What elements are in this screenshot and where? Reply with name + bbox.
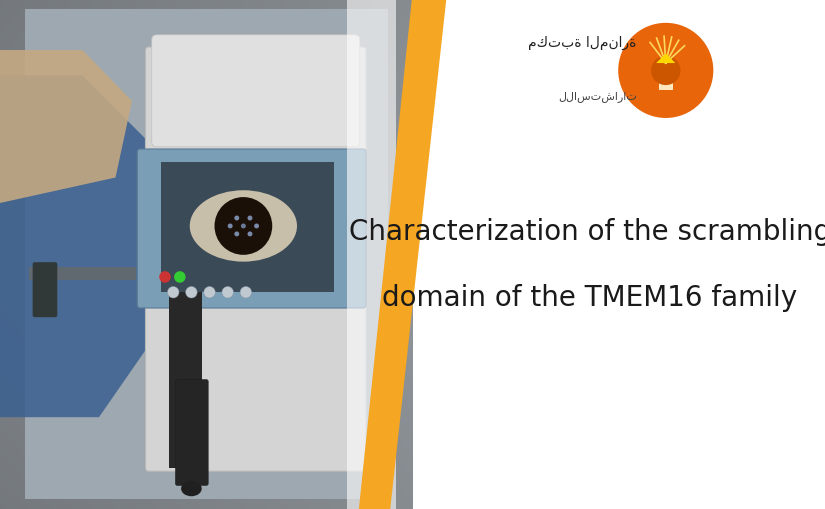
- Circle shape: [241, 224, 246, 229]
- Circle shape: [234, 232, 239, 237]
- Circle shape: [254, 224, 259, 229]
- Polygon shape: [0, 76, 148, 417]
- Text: domain of the TMEM16 family: domain of the TMEM16 family: [382, 284, 798, 312]
- Polygon shape: [656, 54, 676, 64]
- Text: Characterization of the scrambling: Characterization of the scrambling: [349, 218, 825, 245]
- Circle shape: [234, 216, 239, 221]
- Text: للاستشارات: للاستشارات: [558, 91, 637, 102]
- FancyBboxPatch shape: [33, 263, 57, 318]
- Text: مكتبة المنارة: مكتبة المنارة: [528, 36, 637, 50]
- Ellipse shape: [190, 191, 297, 262]
- Circle shape: [228, 224, 233, 229]
- FancyBboxPatch shape: [145, 48, 366, 471]
- Bar: [25, 10, 388, 499]
- Bar: [29, 267, 136, 280]
- Circle shape: [204, 287, 215, 298]
- Bar: [169, 290, 202, 468]
- FancyBboxPatch shape: [176, 380, 208, 486]
- FancyBboxPatch shape: [152, 36, 360, 148]
- Bar: [659, 64, 672, 91]
- Circle shape: [617, 22, 714, 120]
- FancyBboxPatch shape: [137, 150, 366, 308]
- Ellipse shape: [182, 481, 201, 496]
- Polygon shape: [359, 0, 446, 509]
- Circle shape: [248, 216, 252, 221]
- Circle shape: [167, 287, 179, 298]
- Bar: [346, 0, 396, 509]
- Bar: [161, 163, 334, 293]
- Circle shape: [248, 232, 252, 237]
- Bar: [412, 0, 825, 509]
- Circle shape: [174, 272, 186, 283]
- Circle shape: [214, 197, 272, 256]
- Polygon shape: [0, 51, 132, 204]
- Circle shape: [240, 287, 252, 298]
- Circle shape: [159, 272, 171, 283]
- Circle shape: [186, 287, 197, 298]
- Circle shape: [651, 56, 681, 86]
- Circle shape: [222, 287, 233, 298]
